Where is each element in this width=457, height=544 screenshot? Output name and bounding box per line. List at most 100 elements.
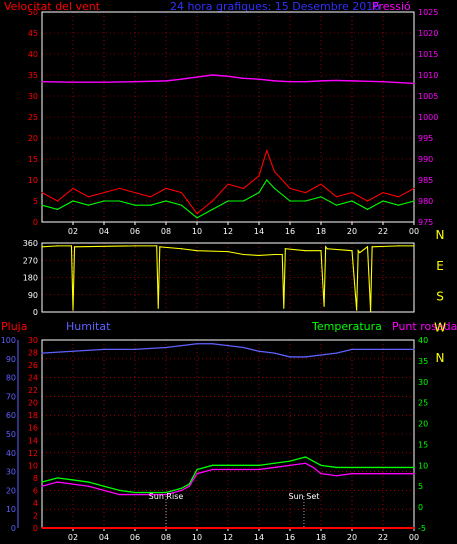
wind-average-line-point [56, 208, 59, 210]
wind-panel-xtick-label: 04 [99, 227, 109, 236]
rain-axis-ytick-label: 30 [28, 336, 38, 345]
wind-average-line-point [118, 200, 121, 202]
humidity-line-point [196, 343, 198, 345]
climate-panel-xtick-label: 10 [192, 533, 202, 542]
wind-direction-line-point [70, 245, 73, 247]
wind-direction-line-point [156, 245, 158, 247]
dewpoint-line-point [165, 493, 167, 496]
wind-speed-axis-ytick-label: 35 [28, 71, 38, 80]
wind-gust-line-point [227, 183, 229, 185]
dewpoint-line-point [49, 483, 51, 485]
humidity-line-point [242, 346, 245, 349]
temperature-axis-ytick-label: 35 [418, 357, 428, 366]
pressure-line-point [41, 81, 43, 83]
wind-average-line-point [413, 200, 415, 202]
wind-average-line-point [134, 204, 136, 206]
humidity-line-point [289, 356, 291, 358]
pressure-axis-ytick-label: 985 [418, 176, 433, 185]
wind-direction-line-point [397, 245, 400, 247]
climate-panel-xtick-label: 08 [161, 533, 171, 542]
pressure-line-point [72, 81, 74, 83]
wind-direction-line-point [357, 250, 359, 252]
pressure-label: Pressió [372, 0, 411, 13]
temperature-line-point [227, 464, 229, 466]
wind-speed-axis-ytick-label: 45 [28, 29, 38, 38]
wind-average-line-point [165, 200, 167, 202]
temperature-line-point [56, 477, 59, 479]
wind-direction-line-point [72, 309, 74, 311]
humidity-line-point [165, 346, 167, 349]
rain-axis-ytick-label: 20 [28, 399, 38, 408]
wind-direction-line-point [320, 250, 322, 252]
humidity-line-point [413, 348, 415, 350]
wind-average-line-point [227, 200, 229, 202]
wind-gust-line-point [266, 150, 268, 152]
direction-axis-ytick-label: 270 [23, 256, 38, 265]
temperature-axis-ytick-label: -5 [418, 524, 426, 533]
direction-compass-label: N [436, 351, 445, 365]
temperature-line-point [397, 466, 400, 469]
temperature-line-point [180, 487, 183, 489]
humidity-line-point [211, 343, 214, 345]
wind-speed-label: Velocitat del vent [4, 0, 101, 13]
climate-panel-xtick-label: 06 [130, 533, 140, 542]
wind-gust-line-point [196, 213, 198, 215]
rain-line-point [41, 527, 43, 529]
wind-direction-line-point [242, 253, 245, 256]
temperature-line-point [196, 468, 198, 471]
wind-panel-xtick-label: 22 [378, 227, 388, 236]
wind-speed-axis-ytick-label: 15 [28, 155, 38, 164]
wind-direction-line-point [227, 251, 229, 253]
humidity-line-point [258, 350, 260, 352]
temperature-line-point [188, 483, 190, 485]
dewpoint-line-point [382, 473, 384, 475]
temperature-line-point [118, 489, 121, 491]
humidity-line-point [335, 352, 338, 354]
wind-speed-axis-ytick-label: 40 [28, 50, 38, 59]
wind-gust-line-point [351, 192, 353, 194]
wind-panel-xtick-label: 02 [68, 227, 78, 236]
wind-direction-line-point [413, 245, 415, 247]
temperature-line-point [273, 462, 276, 464]
dewpoint-line-point [134, 493, 136, 496]
wind-average-line-point [103, 200, 105, 202]
dewpoint-line-point [273, 466, 276, 469]
temperature-axis-ytick-label: 5 [418, 482, 423, 491]
wind-average-line-point [397, 204, 400, 206]
wind-gust-line-point [180, 192, 183, 194]
wind-speed-axis-ytick-label: 50 [28, 8, 38, 17]
direction-compass-label: N [436, 228, 445, 242]
pressure-axis-ytick-label: 990 [418, 155, 433, 164]
temperature-line-point [49, 479, 51, 481]
rain-axis-ytick-label: 4 [33, 499, 38, 508]
humidity-axis-ytick-label: 50 [6, 430, 16, 439]
dewpoint-line-point [366, 473, 369, 475]
wind-gust-line-point [289, 187, 291, 189]
humidity-axis-ytick-label: 70 [6, 392, 16, 401]
wind-average-line-point [180, 204, 183, 206]
wind-direction-line-point [73, 246, 76, 248]
wind-panel-xtick-label: 06 [130, 227, 140, 236]
wind-speed-axis-ytick-label: 0 [33, 218, 38, 227]
wind-average-line-point [149, 204, 152, 206]
climate-panel-xtick-label: 04 [99, 533, 109, 542]
wind-average-line-point [273, 187, 276, 189]
dewpoint-line-point [180, 489, 183, 491]
direction-compass-label: S [436, 290, 444, 304]
climate-panel-xtick-label: 16 [285, 533, 295, 542]
humidity-line-point [72, 350, 74, 352]
climate-panel-xtick-label: 00 [409, 533, 419, 542]
wind-gust-line-point [41, 192, 43, 194]
wind-direction-line-point [180, 248, 183, 250]
temperature-line-point [366, 466, 369, 469]
rain-axis-ytick-label: 18 [28, 411, 38, 420]
wind-gust-line-point [413, 187, 415, 189]
wind-average-line-point [266, 179, 268, 181]
pressure-axis-ytick-label: 995 [418, 134, 433, 143]
wind-gust-line-point [72, 187, 74, 189]
rain-label: Pluja [1, 320, 28, 333]
wind-panel-xtick-label: 10 [192, 227, 202, 236]
temperature-axis-ytick-label: 30 [418, 378, 428, 387]
dewpoint-line-point [118, 493, 121, 496]
pressure-line-point [258, 78, 260, 80]
